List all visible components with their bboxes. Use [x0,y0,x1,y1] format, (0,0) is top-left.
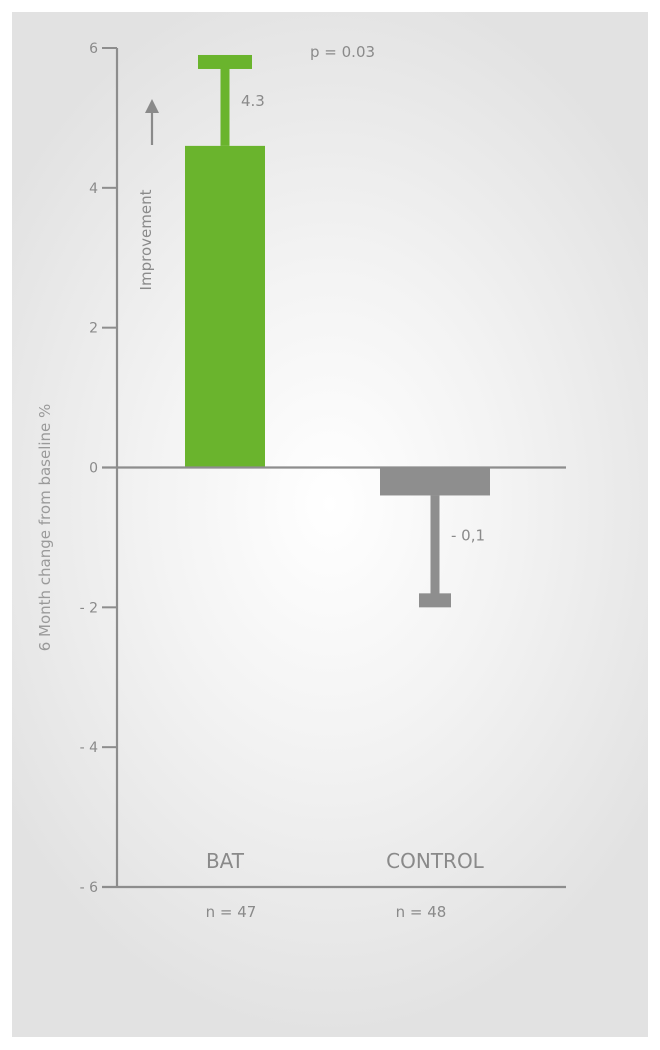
category-label-control: CONTROL [386,849,485,873]
y-tick-label: 0 [89,461,98,477]
y-tick-label: - 2 [80,600,98,616]
bars: 4.3 BAT n = 47 - 0,1 CONTROL n = 48 [185,54,490,921]
y-tick-label: - 6 [80,880,99,896]
error-cap-bat [198,54,252,69]
category-label-bat: BAT [206,849,245,873]
value-label-control: - 0,1 [451,526,485,544]
y-axis-label: 6 Month change from baseline % [36,404,54,652]
improvement-annotation: Improvement [137,99,159,290]
improvement-label: Improvement [137,189,155,290]
y-tick-label: 4 [89,181,98,197]
value-label-bat: 4.3 [241,92,265,110]
bar-bat [185,145,265,468]
up-arrow-icon [145,99,159,113]
bar-control [380,467,490,496]
y-tick-label: 2 [89,321,98,337]
p-value-label: p = 0.03 [310,43,375,61]
error-cap-control [419,593,451,608]
sample-size-control: n = 48 [396,903,447,921]
y-tick-label: - 4 [80,740,99,756]
y-tick-label: 6 [89,41,98,57]
sample-size-bat: n = 47 [206,903,257,921]
